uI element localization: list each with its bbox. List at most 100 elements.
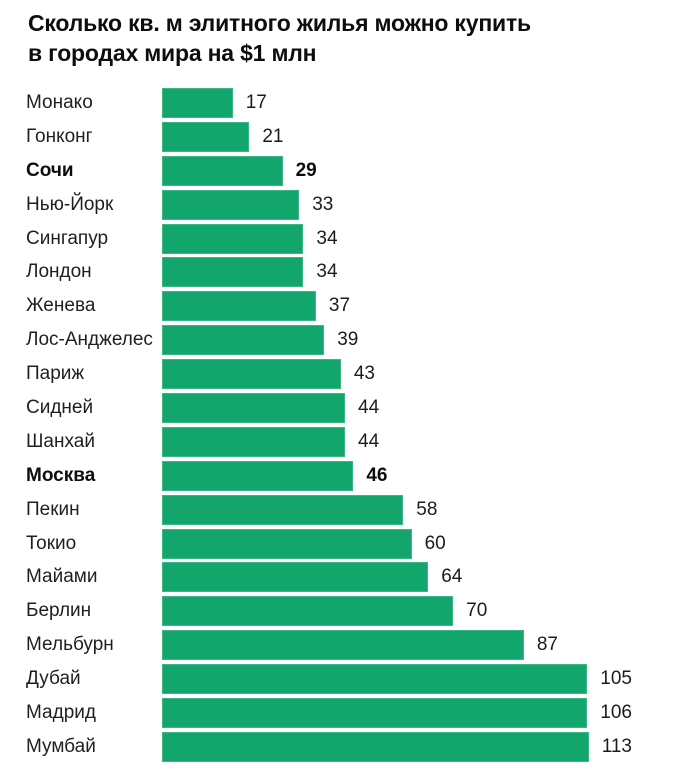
bar-track: 60 [162, 528, 632, 559]
category-label: Москва [26, 464, 96, 486]
bar-track: 106 [162, 697, 632, 728]
bar-track: 21 [162, 121, 632, 152]
bar-track: 34 [162, 257, 632, 288]
bar [162, 697, 588, 728]
value-label: 58 [416, 498, 438, 520]
category-label: Берлин [26, 600, 92, 622]
bar-track: 33 [162, 189, 632, 220]
bar [162, 189, 300, 220]
bar [162, 392, 346, 423]
bar [162, 731, 589, 762]
chart-row: Майами 64 [26, 560, 674, 594]
value-label: 39 [337, 329, 359, 351]
bar [162, 121, 250, 152]
bar [162, 630, 524, 661]
value-label: 43 [353, 363, 375, 385]
value-label: 29 [295, 159, 317, 181]
value-label: 105 [600, 668, 632, 690]
chart-row: Монако 17 [26, 86, 674, 120]
category-label: Сочи [26, 159, 74, 181]
value-label: 21 [262, 125, 284, 147]
chart-row: Париж 43 [26, 357, 674, 391]
chart-row: Сочи 29 [26, 154, 674, 188]
bar-rows: Монако 17 Гонконг 21 Сочи 29 Нью-Йорк 33 Сингапу… [26, 86, 674, 764]
chart-row: Шанхай 44 [26, 425, 674, 459]
bar-track: 70 [162, 596, 632, 627]
bar-track: 44 [162, 392, 632, 423]
bar [162, 460, 354, 491]
bar [162, 155, 283, 186]
bar-track: 43 [162, 359, 632, 390]
bar [162, 664, 588, 695]
bar [162, 87, 233, 118]
category-label: Сидней [26, 396, 94, 418]
value-label: 70 [466, 600, 488, 622]
value-label: 33 [312, 193, 334, 215]
value-label: 106 [600, 701, 632, 723]
value-label: 37 [328, 295, 351, 317]
category-label: Лондон [26, 261, 92, 283]
category-label: Нью-Йорк [26, 193, 114, 215]
category-label: Париж [26, 363, 85, 385]
category-label: Гонконг [26, 125, 93, 147]
chart-title-line1: Сколько кв. м элитного жилья можно купит… [28, 10, 531, 36]
bar [162, 562, 429, 593]
category-label: Дубай [26, 668, 81, 690]
value-label: 44 [358, 396, 380, 418]
category-label: Пекин [26, 498, 80, 520]
bar-track: 34 [162, 223, 632, 254]
category-label: Мельбурн [26, 634, 114, 656]
chart-title: Сколько кв. м элитного жилья можно купит… [28, 8, 674, 68]
chart-row: Токио 60 [26, 527, 674, 561]
category-label: Токио [26, 532, 77, 554]
value-label: 87 [536, 634, 558, 656]
bar [162, 291, 316, 322]
bar [162, 257, 304, 288]
chart-row: Женева 37 [26, 289, 674, 323]
bar-track: 37 [162, 291, 632, 322]
value-label: 17 [245, 91, 267, 113]
chart-row: Лондон 34 [26, 255, 674, 289]
chart-row: Пекин 58 [26, 493, 674, 527]
bar-track: 105 [162, 664, 632, 695]
value-label: 34 [316, 261, 338, 283]
value-label: 64 [441, 566, 463, 588]
chart-row: Берлин 70 [26, 594, 674, 628]
bar [162, 325, 325, 356]
bar [162, 223, 304, 254]
category-label: Монако [26, 91, 93, 113]
value-label: 46 [366, 464, 388, 486]
bar-track: 87 [162, 630, 632, 661]
chart-row: Сингапур 34 [26, 222, 674, 256]
bar-track: 46 [162, 460, 632, 491]
chart-title-line2: в городах мира на $1 млн [28, 40, 317, 66]
bar-track: 64 [162, 562, 632, 593]
value-label: 60 [424, 532, 446, 554]
bar [162, 494, 404, 525]
bar-track: 17 [162, 87, 632, 118]
bar [162, 528, 412, 559]
category-label: Мумбай [26, 735, 96, 757]
bar-track: 113 [162, 731, 632, 762]
category-label: Сингапур [26, 227, 109, 249]
value-label: 34 [316, 227, 338, 249]
chart-row: Москва 46 [26, 459, 674, 493]
bar-track: 58 [162, 494, 632, 525]
bar-track: 44 [162, 426, 632, 457]
bar [162, 596, 454, 627]
category-label: Женева [26, 295, 96, 317]
bar-track: 29 [162, 155, 632, 186]
value-label: 113 [601, 735, 632, 757]
chart-row: Мадрид 106 [26, 696, 674, 730]
chart-row: Нью-Йорк 33 [26, 188, 674, 222]
bar [162, 426, 346, 457]
chart-row: Дубай 105 [26, 662, 674, 696]
chart-row: Мельбурн 87 [26, 628, 674, 662]
category-label: Мадрид [26, 701, 96, 723]
chart-row: Лос-Анджелес 39 [26, 323, 674, 357]
chart-row: Мумбай 113 [26, 730, 674, 764]
category-label: Лос-Анджелес [26, 329, 153, 351]
chart-row: Гонконг 21 [26, 120, 674, 154]
chart-row: Сидней 44 [26, 391, 674, 425]
